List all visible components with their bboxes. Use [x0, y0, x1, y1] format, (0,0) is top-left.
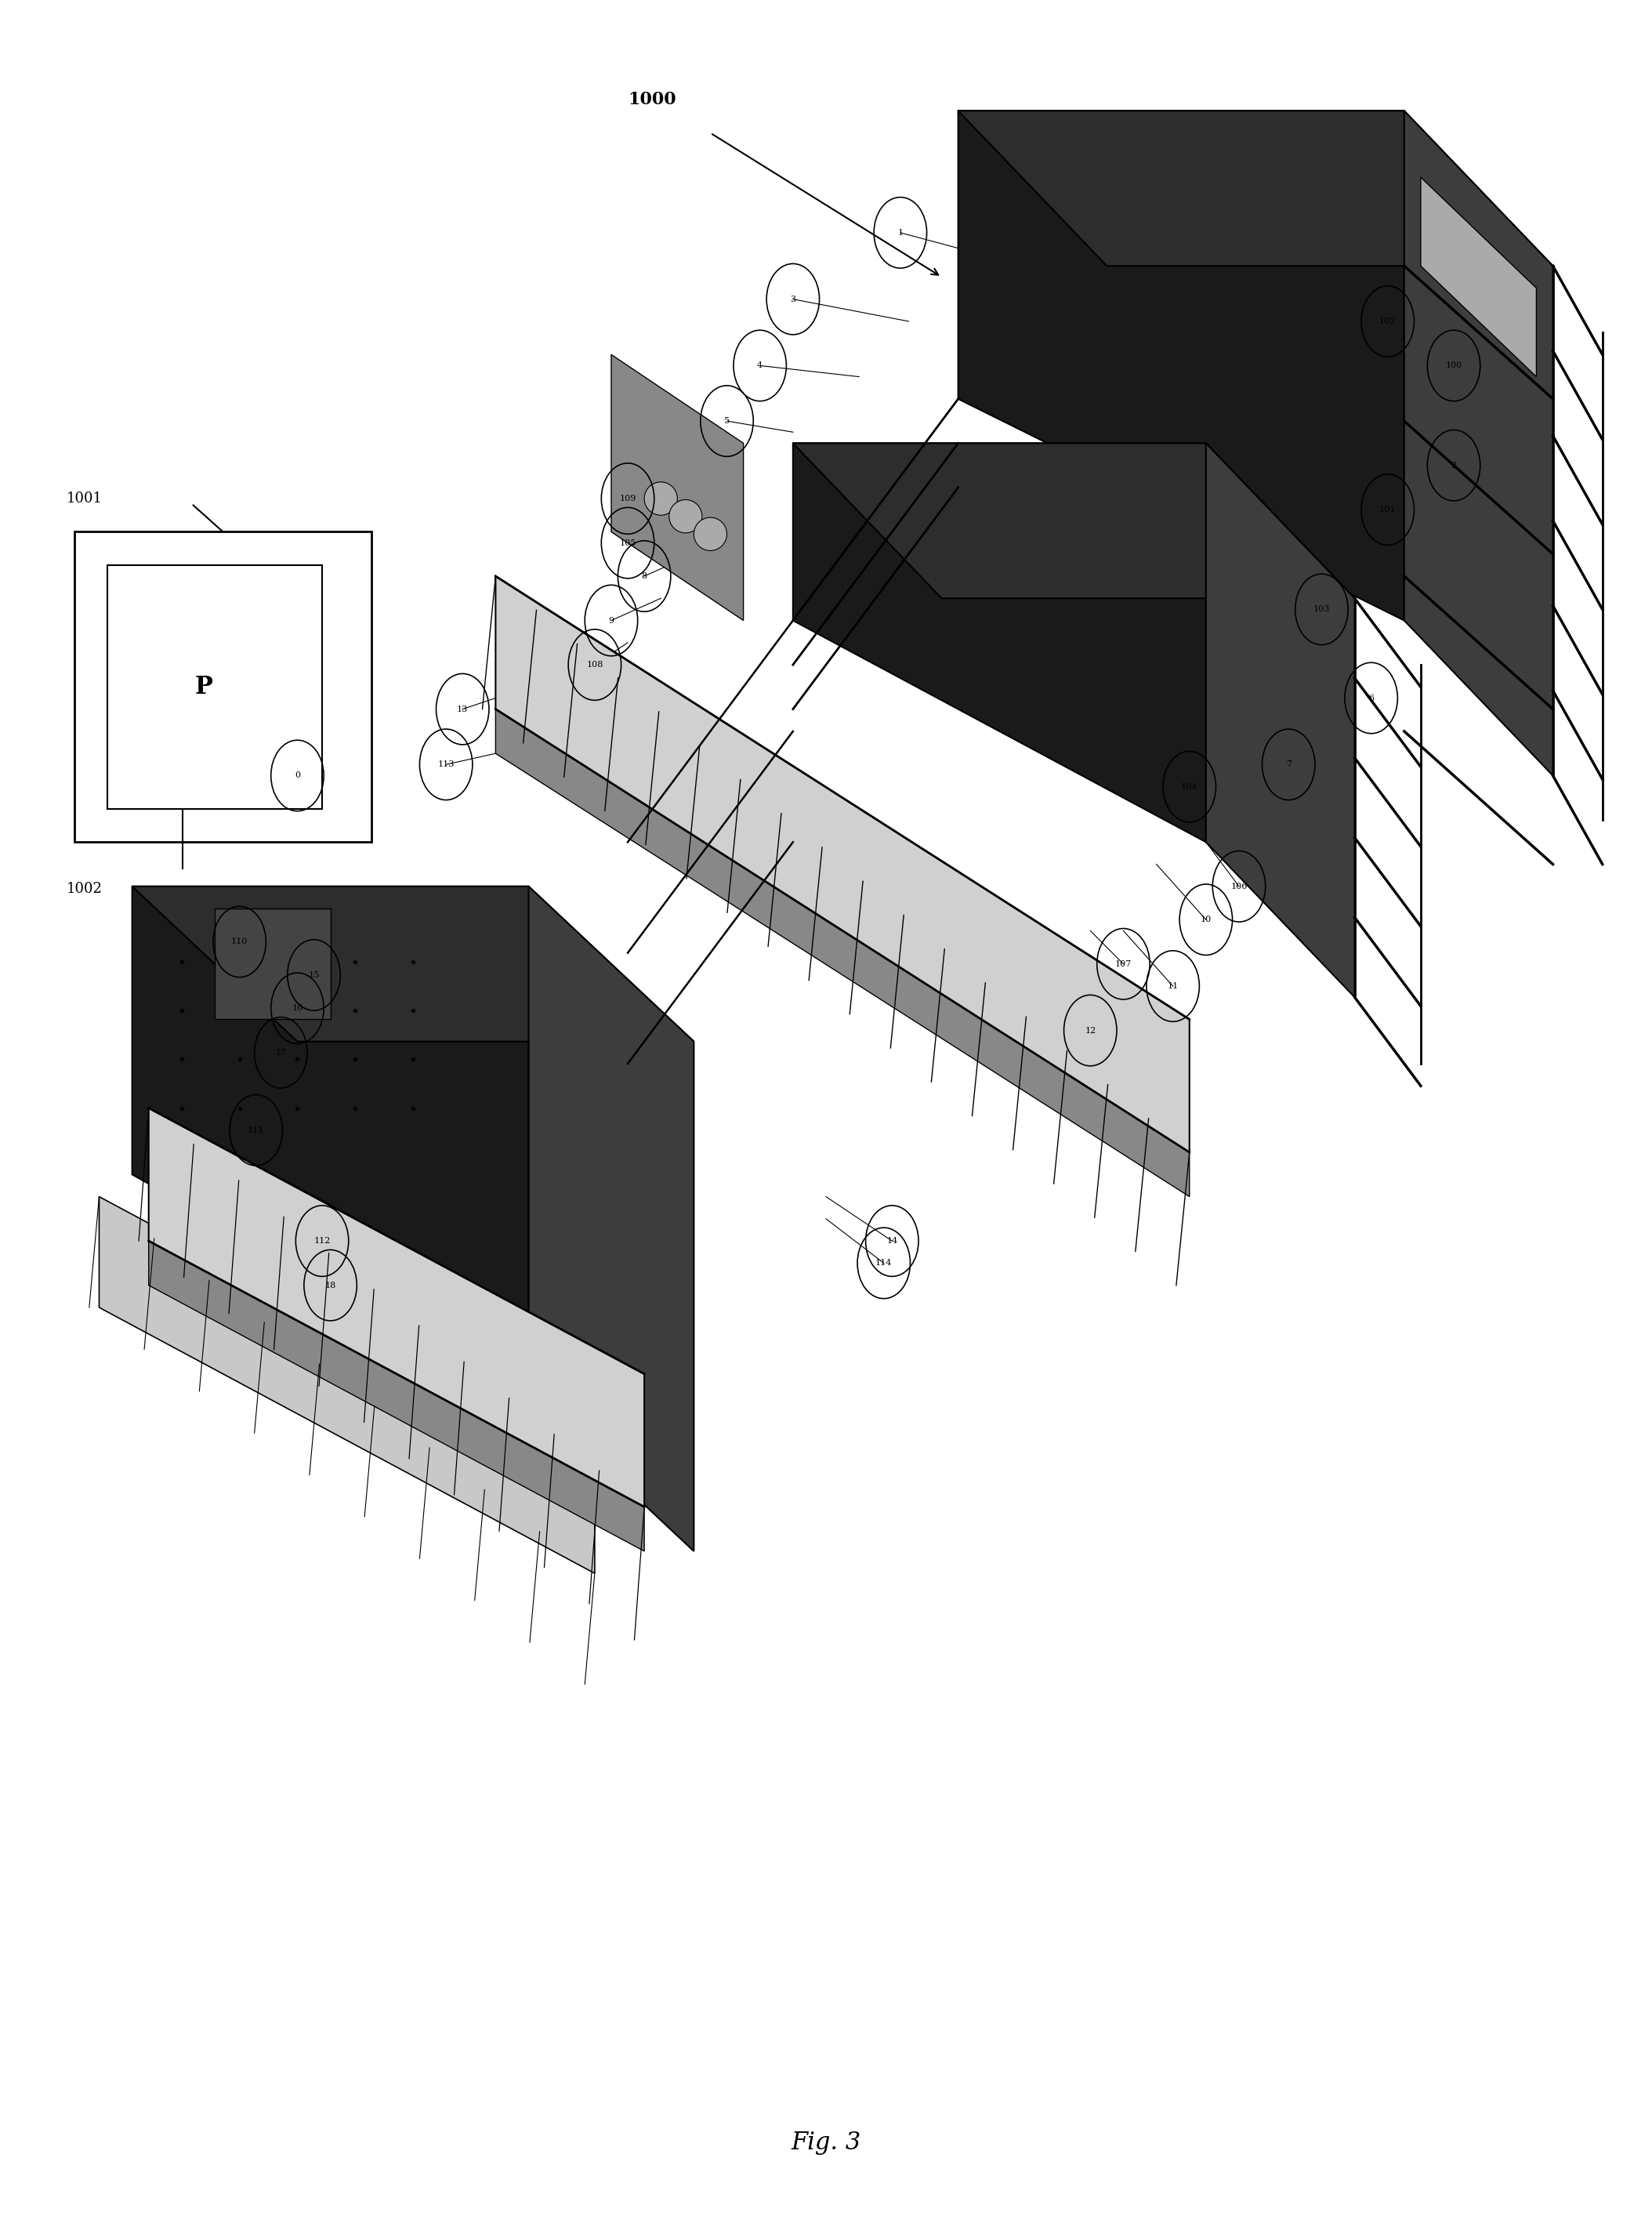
Text: 5: 5 — [724, 417, 730, 425]
Text: 111: 111 — [248, 1126, 264, 1135]
Bar — [215, 909, 330, 1019]
Text: 2: 2 — [1450, 461, 1457, 470]
Ellipse shape — [669, 501, 702, 534]
Polygon shape — [529, 886, 694, 1551]
Polygon shape — [793, 443, 1206, 842]
Text: 13: 13 — [458, 705, 468, 714]
Text: P: P — [195, 676, 213, 698]
Bar — [107, 565, 322, 809]
Text: 103: 103 — [1313, 605, 1330, 614]
Text: Fig. 3: Fig. 3 — [791, 2132, 861, 2154]
Text: 105: 105 — [620, 538, 636, 547]
Text: 12: 12 — [1085, 1026, 1095, 1035]
Polygon shape — [149, 1241, 644, 1551]
Text: 100: 100 — [1446, 361, 1462, 370]
Text: 108: 108 — [586, 660, 603, 669]
Ellipse shape — [644, 483, 677, 516]
Polygon shape — [132, 886, 694, 1042]
Text: 113: 113 — [438, 760, 454, 769]
Text: 0: 0 — [294, 771, 301, 780]
Text: 10: 10 — [1201, 915, 1211, 924]
Polygon shape — [132, 886, 529, 1396]
Text: 107: 107 — [1115, 960, 1132, 968]
Text: 1: 1 — [897, 228, 904, 237]
Text: 1002: 1002 — [66, 882, 102, 895]
Polygon shape — [958, 111, 1404, 620]
Polygon shape — [1206, 443, 1355, 997]
Text: 7: 7 — [1285, 760, 1292, 769]
Text: 4: 4 — [757, 361, 763, 370]
Polygon shape — [1404, 111, 1553, 776]
Bar — [74, 532, 372, 842]
Text: 6: 6 — [1368, 694, 1374, 702]
Polygon shape — [496, 709, 1189, 1197]
Polygon shape — [958, 111, 1553, 266]
Text: 8: 8 — [641, 572, 648, 581]
Text: 110: 110 — [231, 937, 248, 946]
Text: 11: 11 — [1168, 982, 1178, 991]
Text: 14: 14 — [887, 1237, 897, 1245]
Text: 15: 15 — [309, 971, 319, 979]
Text: 114: 114 — [876, 1259, 892, 1268]
Polygon shape — [793, 443, 1355, 598]
Text: 106: 106 — [1231, 882, 1247, 891]
Text: 112: 112 — [314, 1237, 330, 1245]
Text: 1000: 1000 — [628, 91, 676, 109]
Text: 17: 17 — [276, 1048, 286, 1057]
Polygon shape — [149, 1108, 644, 1507]
Polygon shape — [1421, 177, 1536, 377]
Text: 9: 9 — [608, 616, 615, 625]
Text: 16: 16 — [292, 1004, 302, 1013]
Text: 101: 101 — [1379, 505, 1396, 514]
Text: 18: 18 — [325, 1281, 335, 1290]
Text: 109: 109 — [620, 494, 636, 503]
Text: 3: 3 — [790, 295, 796, 304]
Polygon shape — [611, 355, 743, 620]
Ellipse shape — [694, 519, 727, 552]
Polygon shape — [496, 576, 1189, 1152]
Text: 104: 104 — [1181, 782, 1198, 791]
Text: 102: 102 — [1379, 317, 1396, 326]
Polygon shape — [99, 1197, 595, 1573]
Text: 1001: 1001 — [66, 492, 102, 505]
